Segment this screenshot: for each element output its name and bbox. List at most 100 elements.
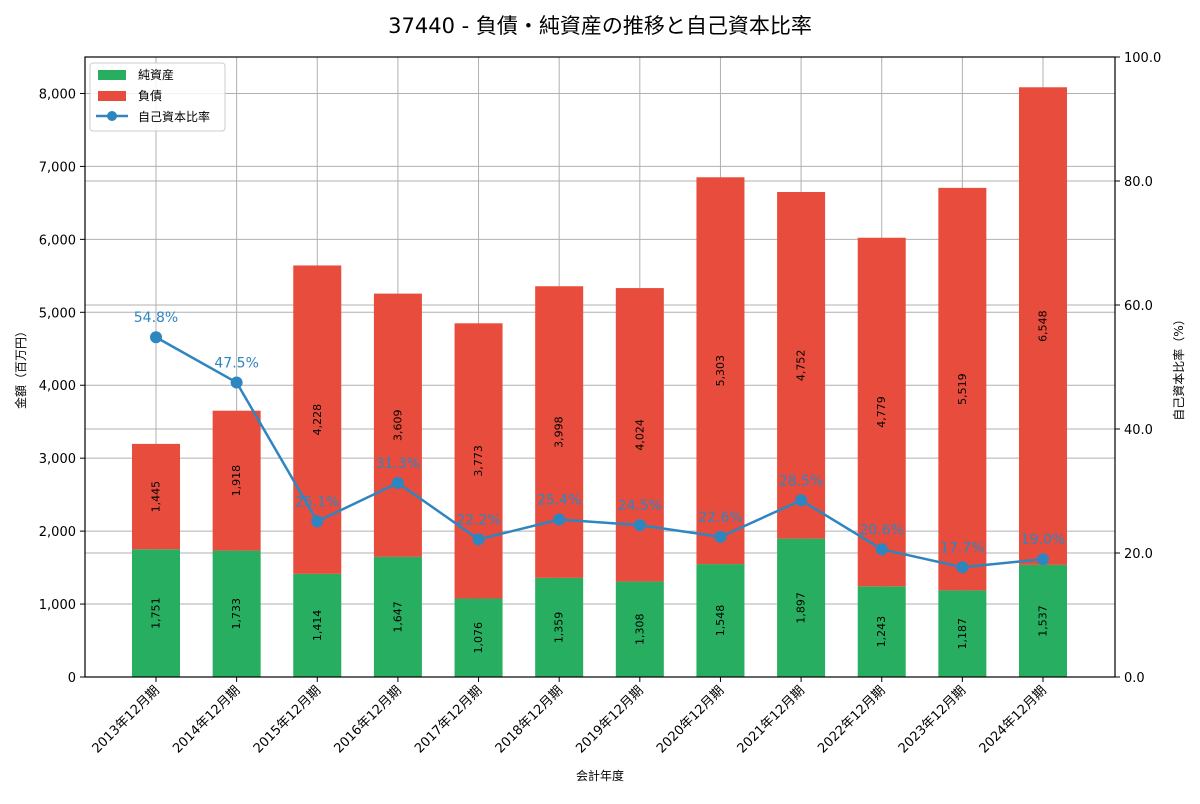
bar-net-assets [293,573,342,677]
equity-ratio-marker [956,561,969,574]
y-tick-label: 4,000 [39,379,76,394]
bar-label-net-assets: 1,647 [391,601,404,633]
equity-ratio-marker [795,494,808,507]
bar-label-liabilities: 6,548 [1037,310,1050,342]
equity-ratio-label: 54.8% [134,310,178,326]
bar-net-assets [777,538,826,677]
bar-liabilities [535,286,584,578]
bar-value-labels: 1,751 1,445 1,733 1,918 1,414 4,228 1,647 3,609… [150,310,1050,653]
legend-swatch-liabilities [98,91,126,101]
equity-ratio-label: 19.0% [1021,532,1065,548]
equity-ratio-marker [311,515,324,528]
bar-label-net-assets: 1,243 [875,616,888,648]
equity-ratio-label: 24.5% [618,498,662,514]
equity-ratio-label: 20.6% [859,522,903,538]
bar-label-net-assets: 1,187 [956,618,969,650]
equity-ratio-label: 17.7% [940,540,984,556]
x-tick-label: 2020年12月期 [654,683,727,756]
x-tick-label: 2024年12月期 [977,683,1050,756]
bar-label-liabilities: 4,024 [633,419,646,451]
y2-tick-label: 0.0 [1124,671,1145,686]
plot-frame [84,56,1116,678]
equity-ratio-marker [150,331,162,344]
bar-label-net-assets: 1,548 [714,605,727,637]
equity-ratio-marker [553,513,566,526]
bar-net-assets [212,550,261,677]
bar-label-net-assets: 1,359 [553,612,566,644]
y-tick-label: 7,000 [39,160,76,175]
y-tick-label: 8,000 [39,87,76,102]
legend-label-net-assets: 純資産 [138,67,174,82]
bar-liabilities [857,237,906,587]
x-axis-label: 会計年度 [576,768,624,783]
bar-liabilities [132,443,180,550]
x-tick-label: 2021年12月期 [735,683,808,756]
bar-label-net-assets: 1,897 [795,592,808,624]
bar-net-assets [696,564,745,677]
y-tick-label: 5,000 [39,306,76,321]
equity-ratio-label: 25.4% [537,493,581,509]
equity-ratio-marker [875,543,888,556]
bar-liabilities [373,293,422,557]
y2-tick-label: 40.0 [1124,423,1153,438]
equity-ratio-marker [391,476,404,489]
x-tick-label: 2018年12月期 [493,683,566,756]
y2-tick-label: 100.0 [1124,51,1161,66]
equity-ratio-label: 28.5% [779,473,823,489]
bar-liabilities [938,187,987,591]
equity-ratio-label: 47.5% [214,356,258,372]
bar-liabilities [454,323,503,599]
bar-liabilities [615,288,664,582]
bar-label-liabilities: 4,779 [875,396,888,428]
x-tick-label: 2017年12月期 [412,683,485,756]
equity-ratio-label: 31.3% [376,456,420,472]
bar-label-liabilities: 1,445 [150,481,163,512]
equity-ratio-label: 25.1% [295,494,339,510]
legend: 純資産 負債 自己資本比率 [89,62,226,132]
equity-ratio-marker [1037,553,1049,566]
x-tick-label: 2019年12月期 [573,683,646,756]
x-tick-label: 2022年12月期 [815,683,888,756]
bar-liabilities [777,192,826,539]
equity-ratio-marker [633,519,646,532]
bar-net-assets [132,549,180,677]
equity-ratio-polyline [155,336,1044,569]
bar-label-liabilities: 3,998 [553,416,566,448]
bar-label-net-assets: 1,751 [150,597,163,629]
bar-label-net-assets: 1,537 [1037,605,1050,637]
bar-label-net-assets: 1,733 [230,598,243,630]
equity-ratio-marker [714,530,727,543]
bar-label-net-assets: 1,076 [472,622,485,654]
x-tick-label: 2023年12月期 [896,683,969,756]
equity-ratio-marker [230,376,243,389]
bar-label-liabilities: 3,609 [391,409,404,441]
bar-net-assets [938,590,987,677]
legend-label-equity-ratio: 自己資本比率 [138,109,210,124]
bar-label-net-assets: 1,414 [311,610,324,642]
bar-series [132,87,1067,677]
x-tick-label: 2016年12月期 [331,683,404,756]
bar-label-net-assets: 1,308 [633,614,646,646]
y-tick-label: 0 [68,671,76,686]
x-tick-label: 2013年12月期 [90,683,163,756]
y2-tick-label: 60.0 [1124,299,1153,314]
legend-marker-equity-ratio [107,111,117,121]
x-tick-label: 2015年12月期 [251,683,324,756]
bar-label-liabilities: 5,303 [714,355,727,387]
y-tick-label: 2,000 [39,525,76,540]
bar-liabilities [212,410,261,551]
x-tick-label: 2014年12月期 [170,683,243,756]
legend-label-liabilities: 負債 [138,88,162,103]
y-axis-label: 金額（百万円） [13,325,28,409]
bar-label-liabilities: 1,918 [230,465,243,497]
y-tick-label: 1,000 [39,598,76,613]
bar-label-liabilities: 4,228 [311,404,324,436]
y-tick-label: 6,000 [39,233,76,248]
bar-label-liabilities: 3,773 [472,445,485,477]
legend-swatch-net-assets [98,70,126,80]
y-tick-label: 3,000 [39,452,76,467]
equity-ratio-label: 22.6% [698,510,742,526]
y2-tick-label: 80.0 [1124,175,1153,190]
axes: 0 1,000 2,000 3,000 4,000 5,000 6,000 7,000 8,00… [39,51,1161,757]
